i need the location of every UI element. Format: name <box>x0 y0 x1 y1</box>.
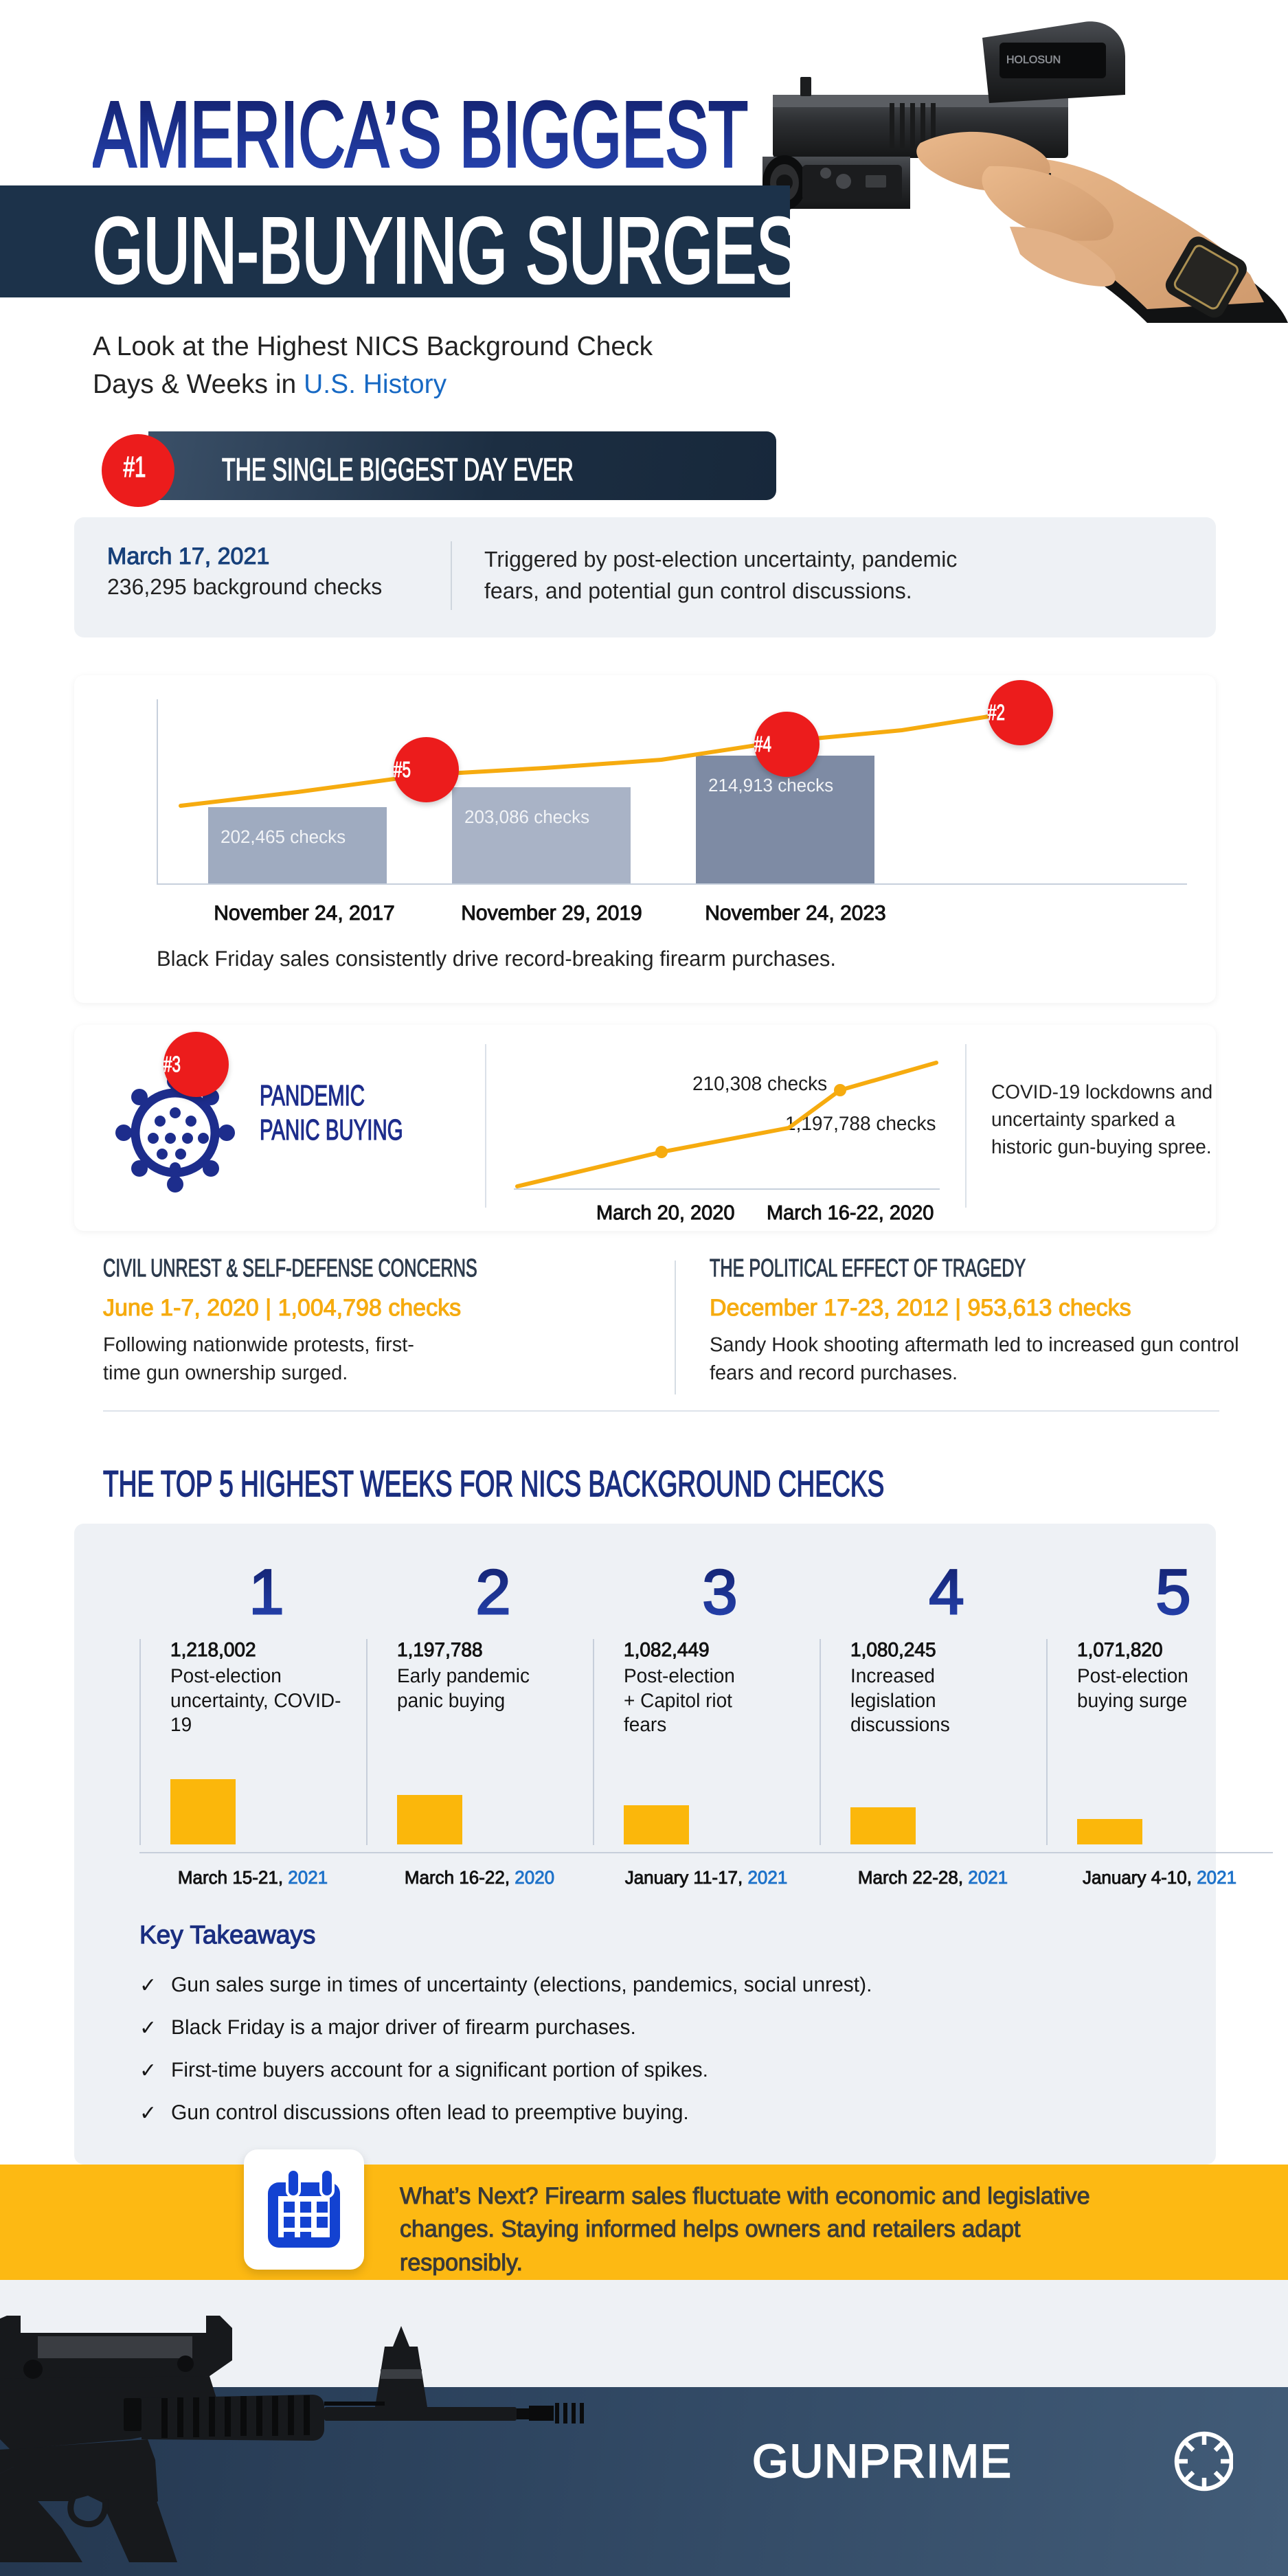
svg-text:GUNPRIME: GUNPRIME <box>752 2435 1012 2487</box>
svg-text:HOLOSUN: HOLOSUN <box>1006 54 1061 66</box>
